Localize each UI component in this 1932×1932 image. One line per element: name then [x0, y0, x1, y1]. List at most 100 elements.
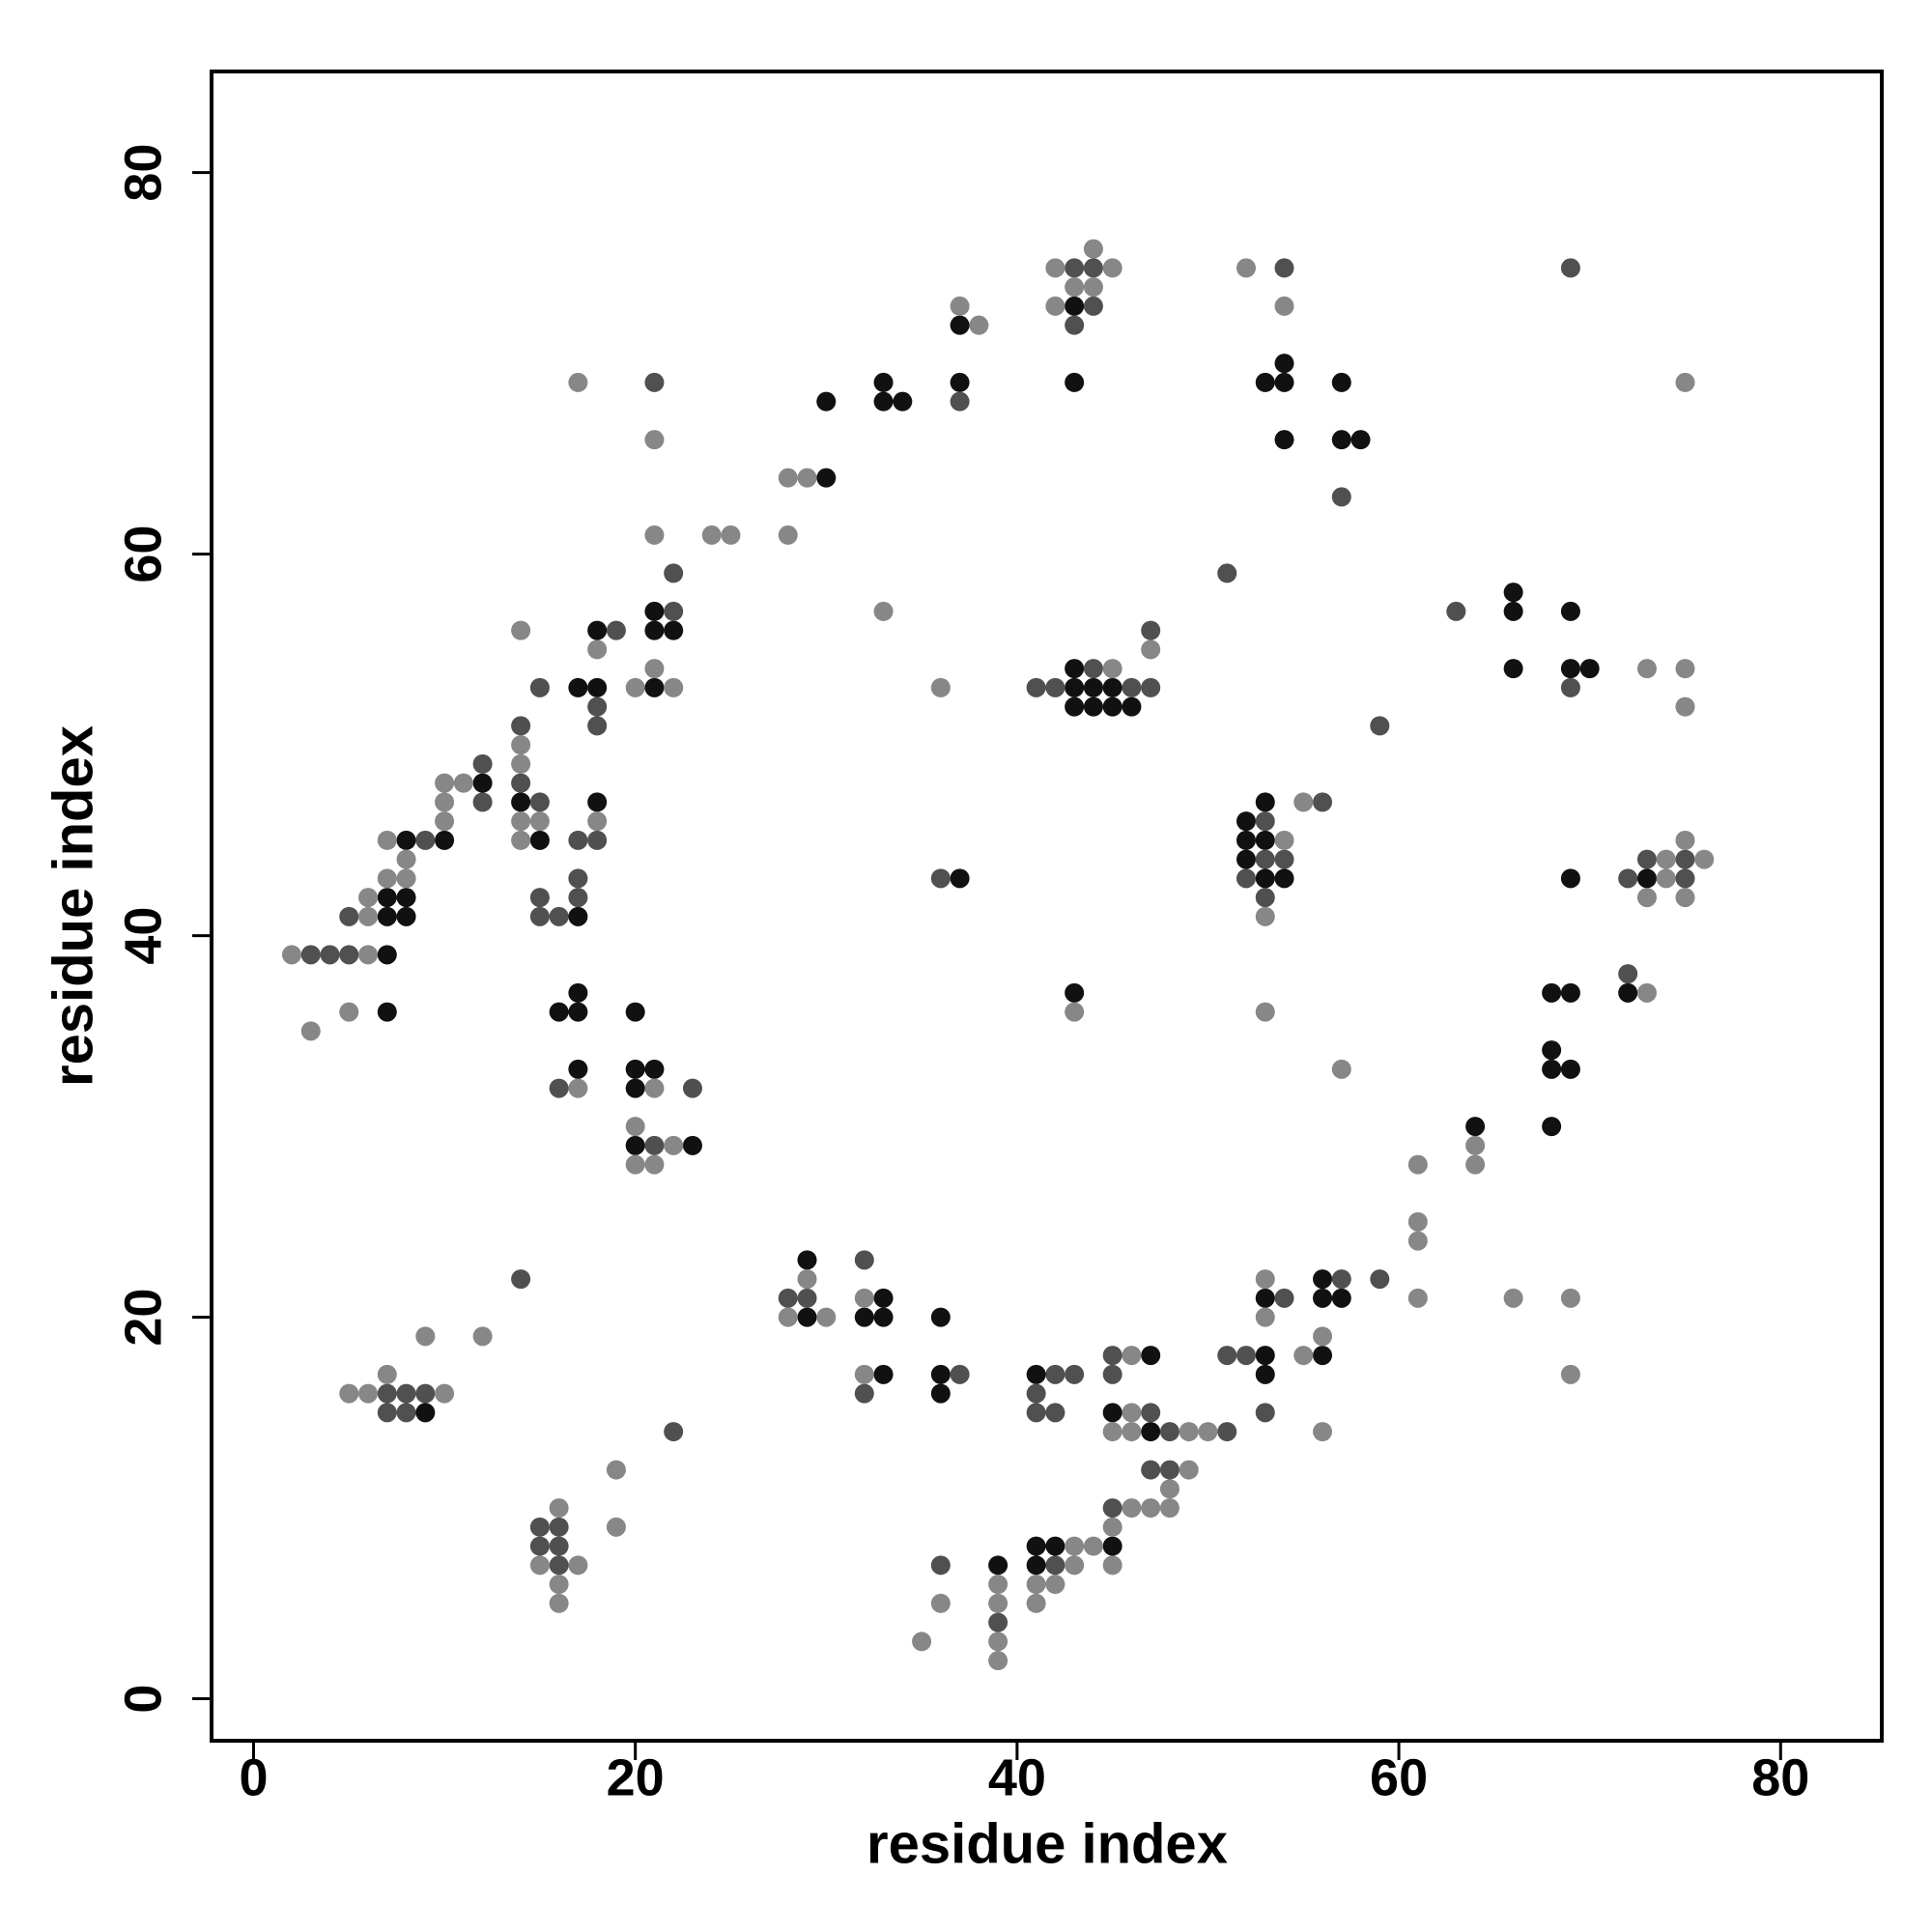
point: [873, 391, 894, 412]
point: [1331, 372, 1351, 392]
point: [549, 1517, 569, 1537]
point: [1045, 258, 1065, 278]
point: [300, 945, 321, 965]
point: [358, 945, 379, 965]
point: [873, 372, 894, 392]
point: [1026, 1575, 1046, 1595]
point: [1236, 868, 1256, 889]
point: [511, 716, 531, 736]
point: [1675, 696, 1695, 717]
point: [1274, 354, 1294, 374]
point: [1331, 487, 1351, 507]
point: [816, 391, 837, 412]
point: [664, 601, 684, 621]
point: [587, 620, 608, 640]
point: [1026, 1383, 1046, 1404]
point: [435, 1383, 455, 1404]
point: [1179, 1422, 1199, 1442]
point: [1026, 1536, 1046, 1556]
point: [1503, 659, 1523, 679]
point: [664, 1135, 684, 1155]
point: [529, 792, 550, 812]
point: [1065, 1002, 1085, 1022]
point: [1618, 868, 1638, 889]
point: [854, 1364, 874, 1384]
y-axis-label: residue index: [42, 725, 104, 1087]
point: [1102, 258, 1122, 278]
point: [396, 888, 416, 908]
point: [1026, 1364, 1046, 1384]
point: [1159, 1460, 1179, 1480]
point: [797, 1269, 817, 1290]
point: [854, 1307, 874, 1327]
point: [625, 1154, 645, 1175]
point: [587, 677, 608, 697]
point: [1370, 1269, 1390, 1290]
point: [1045, 296, 1065, 316]
point: [950, 296, 970, 316]
point: [1122, 696, 1142, 717]
point: [1407, 1288, 1428, 1308]
point: [1141, 1460, 1161, 1480]
point: [1102, 1498, 1122, 1519]
point: [1026, 1555, 1046, 1576]
point: [1636, 659, 1657, 679]
point: [1141, 1498, 1161, 1519]
point: [644, 677, 665, 697]
point: [969, 315, 989, 335]
point: [587, 696, 608, 717]
point: [549, 1575, 569, 1595]
point: [1255, 888, 1275, 908]
point: [1694, 849, 1715, 869]
point: [587, 639, 608, 660]
point: [1217, 1422, 1237, 1442]
point: [1141, 639, 1161, 660]
point: [529, 888, 550, 908]
point: [1159, 1498, 1179, 1519]
point: [1141, 677, 1161, 697]
point: [1065, 296, 1085, 316]
point: [644, 430, 665, 450]
point: [568, 1059, 588, 1079]
point: [339, 906, 359, 926]
point: [1065, 659, 1085, 679]
point: [1255, 868, 1275, 889]
point: [625, 1135, 645, 1155]
point: [1313, 1326, 1333, 1347]
point: [1255, 792, 1275, 812]
point: [396, 1403, 416, 1423]
point: [1045, 677, 1065, 697]
point: [587, 830, 608, 850]
y-tick-label: 40: [114, 907, 172, 965]
point: [1255, 1307, 1275, 1327]
point: [1636, 888, 1657, 908]
point: [568, 677, 588, 697]
point: [816, 1307, 837, 1327]
point: [396, 906, 416, 926]
point: [377, 1364, 397, 1384]
point: [797, 1288, 817, 1308]
point: [587, 811, 608, 832]
point: [644, 525, 665, 545]
point: [1407, 1211, 1428, 1232]
point: [1255, 1002, 1275, 1022]
point: [930, 677, 951, 697]
point: [1141, 1403, 1161, 1423]
point: [797, 1250, 817, 1270]
point: [1313, 792, 1333, 812]
point: [606, 1517, 626, 1537]
point: [625, 1059, 645, 1079]
point: [1102, 1536, 1122, 1556]
point: [1065, 696, 1085, 717]
point: [1122, 1422, 1142, 1442]
point: [435, 830, 455, 850]
point: [797, 468, 817, 488]
point: [988, 1612, 1009, 1633]
point: [778, 1307, 798, 1327]
y-tick-label: 0: [114, 1685, 172, 1714]
point: [1274, 258, 1294, 278]
point: [1675, 830, 1695, 850]
point: [1159, 1422, 1179, 1442]
point: [568, 906, 588, 926]
point: [1350, 430, 1371, 450]
